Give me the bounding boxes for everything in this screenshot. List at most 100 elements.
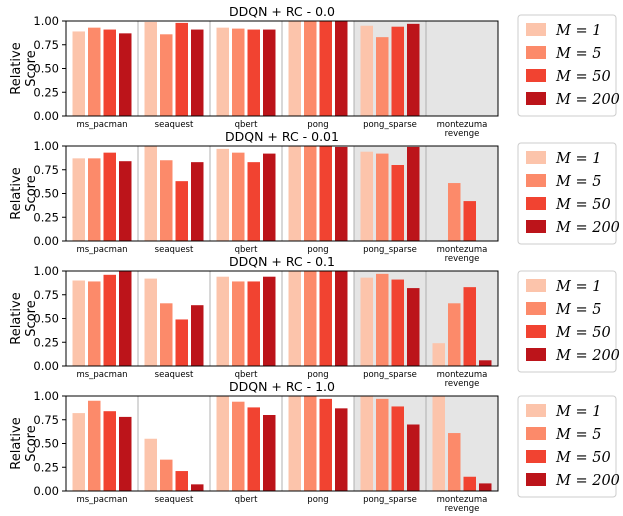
legend-frame — [517, 14, 617, 117]
bar-qbert-2 — [247, 162, 260, 241]
bar-pong-3 — [335, 408, 348, 491]
y-axis-label-line: Score — [24, 50, 39, 86]
bar-ms_pacman-1 — [88, 27, 101, 116]
legend-swatch — [526, 427, 546, 440]
legend-label: M = 50 — [555, 197, 611, 213]
x-tick-label: pong_sparse — [363, 495, 417, 505]
bar-qbert-1 — [232, 281, 245, 366]
x-tick-label: qbert — [235, 370, 259, 380]
x-tick-label: seaquest — [155, 120, 194, 130]
legend-swatch — [526, 151, 546, 164]
bar-qbert-0 — [216, 148, 229, 241]
bar-ms_pacman-2 — [103, 29, 116, 116]
bar-qbert-2 — [247, 29, 260, 116]
bar-montezuma-revenge-1 — [448, 183, 461, 241]
y-tick-label: 0.50 — [33, 312, 59, 326]
bar-ms_pacman-1 — [88, 400, 101, 491]
x-tick-label: pong_sparse — [363, 120, 417, 130]
legend-frame — [517, 270, 617, 373]
legend-swatch — [526, 348, 546, 361]
bar-ms_pacman-3 — [119, 33, 132, 116]
x-tick-label: qbert — [235, 120, 259, 130]
bar-seaquest-0 — [144, 438, 157, 491]
y-axis-label-line: Score — [24, 175, 39, 211]
bar-pong_sparse-1 — [376, 273, 389, 366]
bar-montezuma-revenge-1 — [448, 303, 461, 366]
x-tick-label: revenge — [445, 129, 480, 139]
x-tick-label: montezuma — [437, 370, 488, 380]
bar-pong_sparse-3 — [407, 424, 420, 491]
bar-qbert-1 — [232, 152, 245, 241]
bar-qbert-2 — [247, 281, 260, 366]
legend-swatch — [526, 174, 546, 187]
legend-label: M = 50 — [555, 450, 611, 466]
bar-pong_sparse-1 — [376, 153, 389, 241]
shaded-region-0-5 — [426, 21, 498, 116]
legend-swatch — [526, 23, 546, 36]
bar-pong_sparse-3 — [407, 146, 420, 241]
y-tick-label: 0.75 — [33, 38, 59, 52]
bar-pong-1 — [304, 271, 317, 366]
legend-swatch — [526, 46, 546, 59]
bar-montezuma-revenge-0 — [432, 396, 445, 491]
bar-montezuma-revenge-2 — [463, 287, 476, 366]
x-tick-label: pong — [307, 370, 328, 380]
bar-qbert-1 — [232, 28, 245, 117]
bar-qbert-1 — [232, 401, 245, 491]
x-tick-label: ms_pacman — [76, 495, 127, 505]
bar-ms_pacman-3 — [119, 416, 132, 491]
bar-qbert-2 — [247, 407, 260, 491]
y-tick-label: 1.00 — [33, 139, 59, 153]
bar-ms_pacman-2 — [103, 411, 116, 491]
bar-pong-0 — [288, 396, 301, 491]
y-tick-label: 0.25 — [33, 335, 59, 349]
bar-montezuma-revenge-2 — [463, 476, 476, 491]
bar-qbert-0 — [216, 276, 229, 366]
y-tick-label: 0.75 — [33, 163, 59, 177]
legend-swatch — [526, 220, 546, 233]
legend-swatch — [526, 69, 546, 82]
legend-label: M = 5 — [555, 174, 601, 190]
y-tick-label: 0.25 — [33, 210, 59, 224]
bar-pong_sparse-3 — [407, 288, 420, 366]
x-tick-label: qbert — [235, 245, 259, 255]
x-tick-label: seaquest — [155, 370, 194, 380]
bar-montezuma-revenge-3 — [479, 483, 492, 491]
chart-panel-0: 0.00 0.25 0.50 0.75 1.00 ms_pacman seaquest qbe… — [9, 4, 620, 139]
bar-ms_pacman-0 — [72, 413, 85, 491]
bar-seaquest-0 — [144, 146, 157, 241]
chart-title: DDQN + RC - 0.0 — [229, 4, 335, 19]
legend: M = 1 M = 5 M = 50 M = 200 — [517, 270, 620, 373]
legend-frame — [517, 142, 617, 245]
y-tick-label: 0.75 — [33, 288, 59, 302]
y-tick-label: 0.00 — [33, 359, 59, 373]
legend-swatch — [526, 92, 546, 105]
bar-qbert-3 — [263, 276, 276, 366]
legend-label: M = 5 — [555, 46, 601, 62]
bar-pong_sparse-2 — [391, 165, 404, 241]
y-tick-label: 0.25 — [33, 85, 59, 99]
bar-qbert-0 — [216, 396, 229, 491]
bar-ms_pacman-2 — [103, 274, 116, 366]
bar-qbert-0 — [216, 27, 229, 116]
legend-label: M = 200 — [555, 92, 620, 108]
y-tick-label: 1.00 — [33, 14, 59, 28]
bar-pong-1 — [304, 146, 317, 241]
x-tick-label: pong_sparse — [363, 245, 417, 255]
x-tick-label: revenge — [445, 254, 480, 264]
x-tick-label: pong — [307, 120, 328, 130]
bar-seaquest-3 — [191, 162, 204, 241]
bar-ms_pacman-3 — [119, 161, 132, 241]
bar-pong-0 — [288, 146, 301, 241]
bar-montezuma-revenge-1 — [448, 433, 461, 491]
legend: M = 1 M = 5 M = 50 M = 200 — [517, 395, 620, 498]
bar-pong-3 — [335, 271, 348, 366]
y-tick-label: 0.00 — [33, 234, 59, 248]
bar-pong-1 — [304, 21, 317, 116]
y-tick-label: 0.25 — [33, 460, 59, 474]
bar-ms_pacman-1 — [88, 281, 101, 366]
bar-ms_pacman-0 — [72, 280, 85, 366]
legend-swatch — [526, 450, 546, 463]
legend-swatch — [526, 279, 546, 292]
